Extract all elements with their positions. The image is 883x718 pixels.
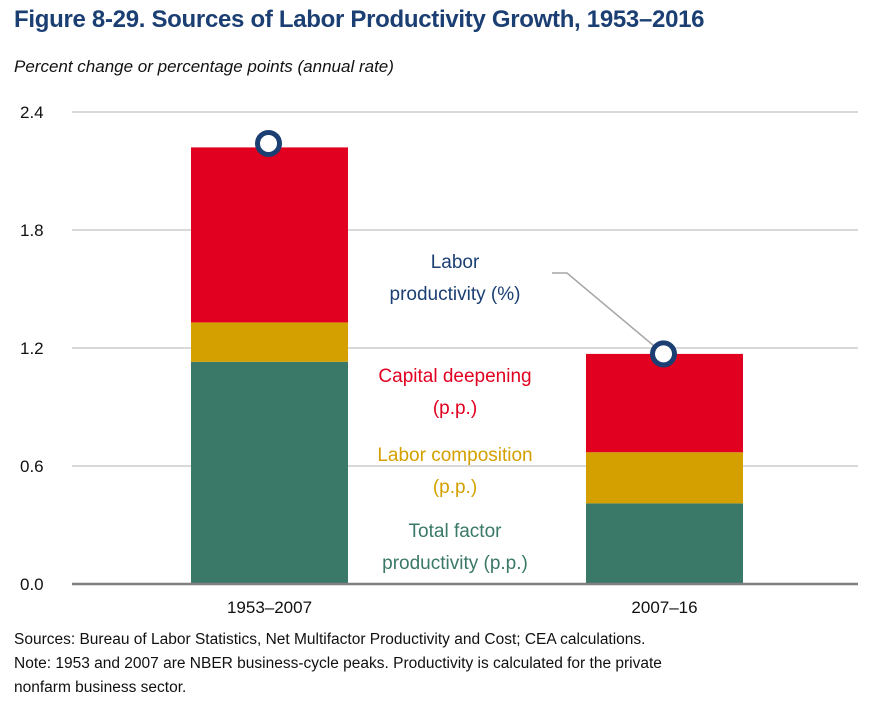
marker-leader-line: [552, 272, 664, 355]
labor-productivity-marker: [650, 340, 677, 368]
y-tick-label: 1.2: [20, 339, 44, 358]
labor-productivity-marker: [255, 129, 282, 157]
y-tick-label: 1.8: [20, 221, 44, 240]
annotation-capital-deepening-line: (p.p.): [433, 398, 477, 419]
x-tick-label: 1953–2007: [227, 598, 312, 617]
annotation-labor-productivity-line: Labor: [431, 252, 480, 273]
annotation-labor-productivity: Labor productivity (%): [390, 252, 521, 305]
chart-subtitle: Percent change or percentage points (ann…: [14, 57, 394, 76]
chart-footer: Sources: Bureau of Labor Statistics, Net…: [14, 628, 874, 700]
annotation-total-factor-productivity: Total factor productivity (p.p.): [382, 521, 528, 574]
note-line-2: nonfarm business sector.: [14, 679, 187, 696]
y-tick-label: 2.4: [20, 103, 44, 122]
note-line-1: Note: 1953 and 2007 are NBER business-cy…: [14, 655, 662, 672]
annotation-capital-deepening: Capital deepening (p.p.): [378, 366, 531, 419]
bar-segment-total-factor-productivity-p-p: [586, 503, 743, 584]
annotation-labor-composition-line: Labor composition: [377, 445, 532, 466]
labor-productivity-markers: [255, 129, 677, 368]
bar-segment-total-factor-productivity-p-p: [191, 361, 348, 584]
series-annotations: Labor productivity (%) Capital deepening (p…: [377, 252, 532, 574]
annotation-total-factor-productivity-line: productivity (p.p.): [382, 553, 528, 574]
annotation-labor-composition-line: (p.p.): [433, 477, 477, 498]
annotation-labor-productivity-line: productivity (%): [390, 284, 521, 305]
y-tick-label: 0.0: [20, 575, 44, 594]
x-axis-ticks: 1953–2007 2007–16: [227, 598, 698, 617]
annotation-total-factor-productivity-line: Total factor: [409, 521, 503, 542]
bar-segment-labor-composition-p-p: [586, 452, 743, 504]
annotation-capital-deepening-line: Capital deepening: [378, 366, 531, 387]
bar-segment-labor-composition-p-p: [191, 322, 348, 362]
x-tick-label: 2007–16: [631, 598, 697, 617]
y-tick-label: 0.6: [20, 457, 44, 476]
annotation-labor-composition: Labor composition (p.p.): [377, 445, 532, 498]
sources-note: Sources: Bureau of Labor Statistics, Net…: [14, 631, 646, 648]
bar-segment-capital-deepening-p-p: [586, 353, 743, 453]
bar-segment-capital-deepening-p-p: [191, 147, 348, 323]
bars: [191, 147, 743, 584]
y-axis-ticks: 0.0 0.6 1.2 1.8 2.4: [20, 103, 44, 594]
chart-title: Figure 8-29. Sources of Labor Productivi…: [14, 6, 705, 33]
